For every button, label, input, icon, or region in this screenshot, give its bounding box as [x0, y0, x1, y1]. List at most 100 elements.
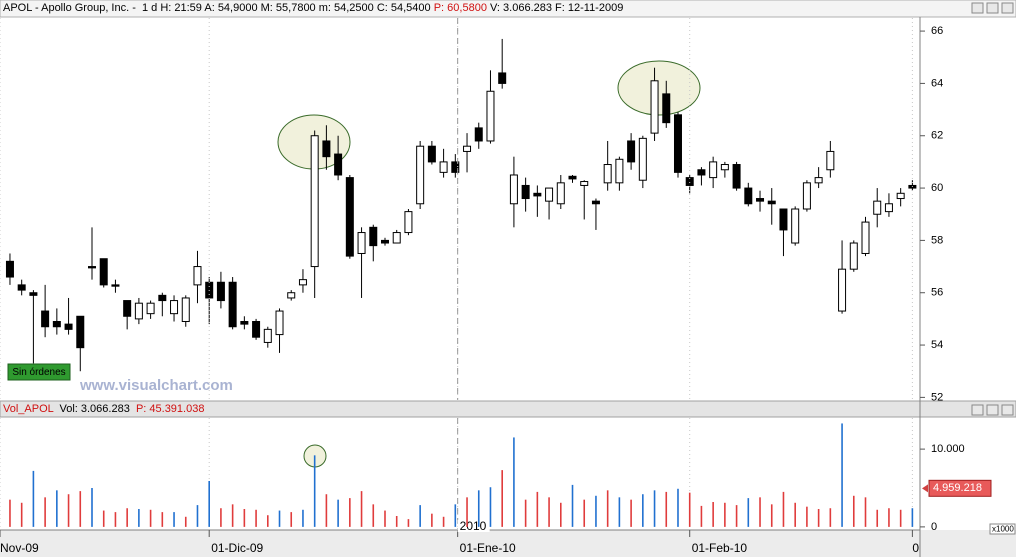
candle-body	[380, 239, 389, 244]
candle-body	[591, 200, 600, 205]
minimize-button[interactable]	[971, 404, 984, 416]
candle-body	[41, 310, 50, 328]
maximize-button[interactable]	[986, 2, 999, 14]
candle-body	[521, 184, 530, 200]
candle-body	[146, 302, 155, 315]
candle-body	[111, 284, 120, 287]
volume-highlight: P: 45.391.038	[135, 403, 205, 415]
candle-body	[756, 198, 765, 202]
y-tick-label: 60	[931, 182, 943, 194]
candle-body	[357, 232, 366, 254]
candle-body	[697, 169, 706, 176]
candle-body	[451, 161, 460, 173]
x-axis-bar	[0, 530, 1016, 557]
candle-body	[252, 321, 261, 338]
candle-body	[263, 328, 272, 343]
candle-body	[779, 208, 788, 231]
candle-body	[896, 192, 905, 200]
candle-body	[556, 182, 565, 205]
candle-body	[52, 321, 61, 328]
candle-body	[181, 297, 190, 323]
volume-header-bar	[0, 400, 1016, 418]
unit-label: x1000	[992, 525, 1014, 534]
candle-body	[650, 80, 659, 134]
candle-body	[802, 182, 811, 210]
y-tick-label: 66	[931, 25, 943, 37]
candle-body	[170, 300, 179, 315]
candle-body	[767, 200, 776, 205]
candle-body	[884, 203, 893, 213]
header-highlight: P: 60,5800	[433, 2, 487, 14]
y-tick-label: 0	[931, 521, 937, 533]
y-tick-label: 54	[931, 339, 943, 351]
y-tick-label: 56	[931, 287, 943, 299]
window-buttons[interactable]	[971, 2, 1014, 416]
candle-body	[17, 284, 26, 291]
candle-body	[99, 258, 108, 286]
year-label-box	[457, 520, 490, 532]
x-tick-label: 01-Ene-10	[460, 541, 516, 555]
candle-body	[228, 281, 237, 328]
candle-body	[322, 140, 331, 158]
candle-body	[310, 135, 319, 268]
close-button[interactable]	[1001, 2, 1014, 14]
y-tick-label: 10.000	[931, 443, 965, 455]
candle-body	[369, 226, 378, 247]
header-tail: V: 3.066.283 F: 12-11-2009	[490, 2, 624, 14]
candle-body	[545, 187, 554, 202]
candle-body	[463, 145, 472, 152]
candle-body	[29, 292, 38, 296]
x-tick-label: Nov-09	[0, 541, 39, 555]
candle-body	[275, 310, 284, 336]
header-info: APOL - Apollo Group, Inc. - 1 d H: 21:59…	[3, 2, 431, 14]
volume-header: Vol_APOL Vol: 3.066.283 P: 45.391.038	[0, 401, 963, 417]
candle-body	[826, 150, 835, 171]
x-tick-label: 01-Dic-09	[211, 541, 263, 555]
x-tick-label: 01-Feb-10	[692, 541, 748, 555]
candle-body	[439, 161, 448, 173]
candle-body	[732, 164, 741, 189]
candle-body	[5, 260, 14, 278]
last-value-label: 4.959.218	[933, 482, 982, 494]
candle-body	[509, 174, 518, 205]
candle-body	[814, 177, 823, 184]
candle-body	[673, 114, 682, 173]
candle-body	[134, 302, 143, 320]
candle-body	[568, 175, 577, 180]
candle-body	[709, 161, 718, 179]
annotation-box	[7, 363, 71, 381]
candle-body	[298, 279, 307, 286]
candle-body	[861, 221, 870, 254]
candle-body	[533, 192, 542, 197]
y-tick-label: 62	[931, 130, 943, 142]
volume-subtitle: Vol: 3.066.283	[59, 403, 130, 415]
candle-body	[240, 321, 249, 325]
volume-title: Vol_APOL	[3, 403, 54, 415]
last-value-box	[928, 479, 992, 497]
candle-body	[287, 292, 296, 299]
last-value-pointer	[922, 484, 928, 493]
candle-body	[345, 177, 354, 257]
close-button[interactable]	[1001, 404, 1014, 416]
candle-body	[791, 208, 800, 244]
candle-body	[627, 140, 636, 163]
year-label: 2010	[460, 519, 487, 533]
price-header-bar	[0, 0, 1016, 18]
maximize-button[interactable]	[986, 404, 999, 416]
candle-body	[662, 93, 671, 124]
y-tick-label: 64	[931, 77, 943, 89]
highlight-ellipse	[617, 60, 701, 116]
candle-body	[838, 268, 847, 312]
candle-body	[392, 232, 401, 244]
candle-body	[615, 158, 624, 184]
candle-body	[216, 281, 225, 302]
y-tick-label: 52	[931, 391, 943, 403]
candle-body	[123, 300, 132, 317]
minimize-button[interactable]	[971, 2, 984, 14]
candle-body	[474, 127, 483, 142]
candle-body	[427, 145, 436, 163]
candle-body	[76, 315, 85, 349]
